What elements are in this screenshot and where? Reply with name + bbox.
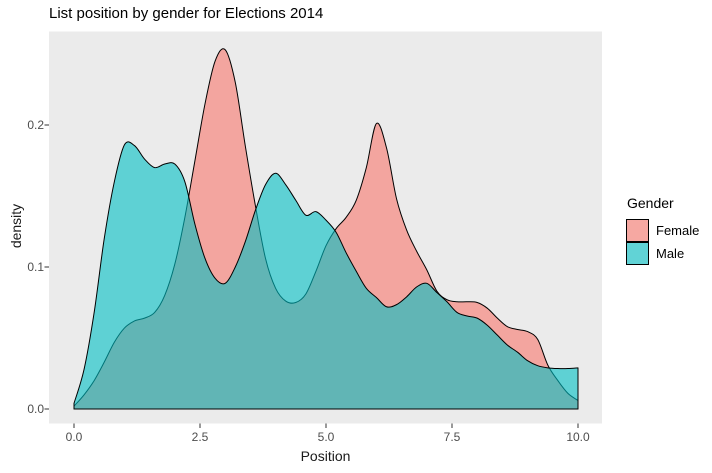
legend-label-female: Female [656,223,700,238]
legend-label-male: Male [656,246,685,261]
x-tick-label-0.0: 0.0 [65,430,83,444]
chart-title: List position by gender for Elections 20… [49,5,324,22]
legend-entry-female: Female [626,219,699,242]
legend-entry-male: Male [626,242,699,265]
y-axis-title: density [8,203,24,249]
y-tick-label-0.1: 0.1 [27,260,44,274]
x-tick-label-2.5: 2.5 [191,430,209,444]
x-tick-label-7.5: 7.5 [443,430,461,444]
x-axis-title: Position [300,448,351,464]
male-swatch-icon [626,242,649,265]
y-tick-label-0.0: 0.0 [27,402,44,416]
density-area-male [73,141,579,410]
legend-title: Gender [627,195,674,211]
x-tick-label-10.0: 10.0 [566,430,590,444]
y-tick-label-0.2: 0.2 [27,118,44,132]
x-tick-label-5.0: 5.0 [317,430,335,444]
female-swatch-icon [626,219,649,242]
legend: Gender Female Male [626,195,699,265]
